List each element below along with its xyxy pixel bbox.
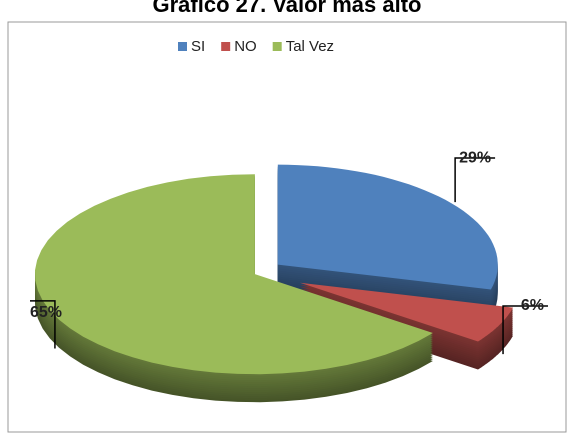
legend-swatch	[221, 42, 231, 51]
slice	[277, 164, 498, 290]
pie-tops	[35, 164, 514, 375]
data-labels: 29% 6% 65%	[30, 149, 548, 355]
data-label: 29%	[459, 149, 491, 166]
data-label: 6%	[521, 297, 544, 314]
legend-label: NO	[234, 38, 257, 55]
chart-title: Gráfico 27. Valor más alto	[152, 0, 421, 17]
legend-label: Tal Vez	[286, 38, 334, 55]
legend-label: SI	[191, 38, 205, 55]
slice	[35, 174, 433, 375]
leader-line	[502, 305, 548, 355]
data-label: 65%	[30, 304, 62, 321]
leader-line	[30, 300, 56, 349]
slice	[300, 282, 514, 342]
legend-swatch	[178, 42, 187, 51]
leader-line	[454, 157, 496, 203]
legend: SI NO Tal Vez	[178, 38, 334, 55]
legend-swatch	[272, 42, 282, 51]
